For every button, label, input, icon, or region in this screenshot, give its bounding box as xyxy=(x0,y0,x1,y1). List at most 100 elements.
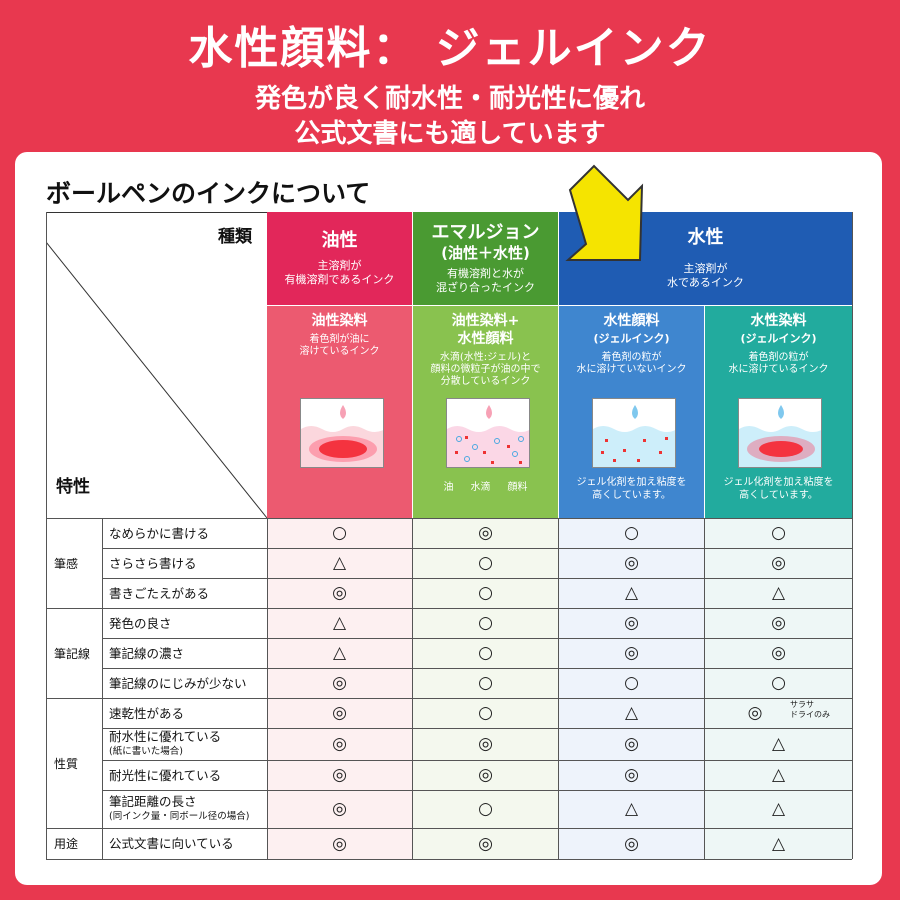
rating-mark: ○ xyxy=(478,643,493,663)
hero-title: 水性顔料： ジェルインク xyxy=(188,23,712,74)
row-label: 書きごたえがある xyxy=(109,585,210,601)
rating-mark: ◎ xyxy=(478,523,493,543)
rating-mark: △ xyxy=(771,799,786,819)
rating-mark: ○ xyxy=(624,673,639,693)
rating-mark: △ xyxy=(624,703,639,723)
grid-line xyxy=(103,638,852,639)
rating-mark: △ xyxy=(771,833,786,854)
ink-illustration xyxy=(592,398,676,468)
kind-label: 種類 xyxy=(218,227,252,247)
grid-line xyxy=(46,518,852,519)
section-title: ボールペンのインクについて xyxy=(46,179,371,208)
grid-line xyxy=(46,212,47,859)
rating-mark: ○ xyxy=(478,613,493,633)
rating-mark: △ xyxy=(332,613,347,633)
grid-line xyxy=(46,698,852,699)
row-label: 耐光性に優れている xyxy=(109,767,222,783)
row-label: さらさら書ける xyxy=(109,555,197,571)
grid-line xyxy=(558,518,559,859)
rating-mark: ◎ xyxy=(332,673,347,693)
ink-illustration xyxy=(738,398,822,468)
category-writing-feel: 筆感 xyxy=(54,556,79,571)
row-label: 速乾性がある xyxy=(109,705,185,721)
rating-mark: ◎ xyxy=(332,833,347,854)
rating-mark: △ xyxy=(771,765,786,785)
rating-mark: ◎ xyxy=(624,734,639,754)
hero-subtitle-1: 発色が良く耐水性・耐光性に優れ xyxy=(254,84,645,114)
rating-mark: ◎ xyxy=(332,799,347,819)
hero-subtitle-2: 公式文書にも適しています xyxy=(294,119,606,149)
rating-mark: ○ xyxy=(478,583,493,603)
row-label: 発色の良さ xyxy=(109,615,172,631)
type-emulsion-header: エマルジョン (油性＋水性) 有機溶剤と水が 混ざり合ったインク xyxy=(413,212,558,305)
rating-mark: ○ xyxy=(624,523,639,543)
rating-mark: △ xyxy=(624,583,639,603)
rating-mark: ◎ xyxy=(332,583,347,603)
type-oil-header: 油性 主溶剤が 有機溶剤であるインク xyxy=(267,212,412,305)
grid-line xyxy=(102,518,103,859)
rating-mark: ◎ xyxy=(771,643,786,663)
rating-mark: ○ xyxy=(332,523,347,543)
row-label: 公式文書に向いている xyxy=(109,836,234,851)
category-properties: 性質 xyxy=(54,756,79,771)
grid-line xyxy=(103,668,852,669)
grid-line xyxy=(46,859,852,860)
grid-line xyxy=(46,608,852,609)
grid-line xyxy=(412,518,413,859)
row-label: 筆記線の濃さ xyxy=(109,645,185,661)
header-corner xyxy=(46,212,267,518)
grid-line xyxy=(103,578,852,579)
rating-mark: ○ xyxy=(478,553,493,573)
rating-mark: ○ xyxy=(771,673,786,693)
rating-mark: △ xyxy=(332,553,347,573)
rating-mark: △ xyxy=(332,643,347,663)
illustration-legend: 油 水滴 顔料 xyxy=(443,482,528,493)
ink-illustration xyxy=(446,398,530,468)
rating-mark: ◎ xyxy=(478,765,493,785)
subtype-water-dye: 水性染料 (ジェルインク) 着色剤の粒が 水に溶けているインク ジェル化剤を加え… xyxy=(705,306,852,518)
rating-mark: ◎ xyxy=(771,553,786,573)
row-label: 筆記線のにじみが少ない xyxy=(109,675,247,691)
trait-label: 特性 xyxy=(56,477,90,497)
grid-line xyxy=(704,518,705,859)
rating-mark: ◎ xyxy=(624,613,639,633)
grid-line xyxy=(852,212,853,859)
row-label: 筆記距離の長さ (同インク量・同ボール径の場合) xyxy=(109,794,250,822)
grid-line xyxy=(267,518,268,859)
category-usage: 用途 xyxy=(54,837,79,851)
rating-mark: ○ xyxy=(478,703,493,723)
grid-line xyxy=(103,548,852,549)
grid-line xyxy=(103,790,852,791)
rating-mark: ◎ xyxy=(332,765,347,785)
rating-mark: ◎ xyxy=(332,734,347,754)
row-label: なめらかに書ける xyxy=(109,525,210,541)
yellow-arrow-icon xyxy=(565,164,644,261)
rating-mark: ○ xyxy=(771,523,786,543)
subtype-oil-dye: 油性染料 着色剤が油に 溶けているインク xyxy=(267,306,412,518)
rating-mark: ◎ xyxy=(478,833,493,854)
rating-mark: △ xyxy=(624,799,639,819)
rating-mark: ◎ xyxy=(624,765,639,785)
ink-illustration xyxy=(300,398,384,468)
row-label: 耐水性に優れている (紙に書いた場合) xyxy=(109,729,222,757)
hero-banner: 水性顔料： ジェルインク 発色が良く耐水性・耐光性に優れ 公式文書にも適していま… xyxy=(0,0,900,150)
rating-mark: ◎ xyxy=(624,643,639,663)
rating-mark: △ xyxy=(771,583,786,603)
rating-mark: ◎ xyxy=(332,703,347,723)
header-diagonal-line xyxy=(46,241,267,518)
rating-mark: ○ xyxy=(478,673,493,693)
rating-mark: ◎ xyxy=(478,734,493,754)
rating-mark: △ xyxy=(771,734,786,754)
rating-mark: ○ xyxy=(478,799,493,819)
grid-line xyxy=(46,828,852,829)
grid-line xyxy=(103,760,852,761)
subtype-water-pigment: 水性顔料 (ジェルインク) 着色剤の粒が 水に溶けていないインク ジェル化剤を加… xyxy=(559,306,704,518)
grid-line xyxy=(103,728,852,729)
rating-mark: ◎ xyxy=(624,553,639,573)
subtype-emulsion: 油性染料+ 水性顔料 水滴(水性:ジェル)と 顔料の微粒子が油の中で 分散してい… xyxy=(413,306,558,518)
quickdry-note: サラサ ドライのみ xyxy=(790,700,830,719)
rating-mark: ◎ xyxy=(624,833,639,854)
category-written-line: 筆記線 xyxy=(54,646,91,661)
rating-mark: ◎ xyxy=(747,703,763,723)
rating-mark: ◎ xyxy=(771,613,786,633)
